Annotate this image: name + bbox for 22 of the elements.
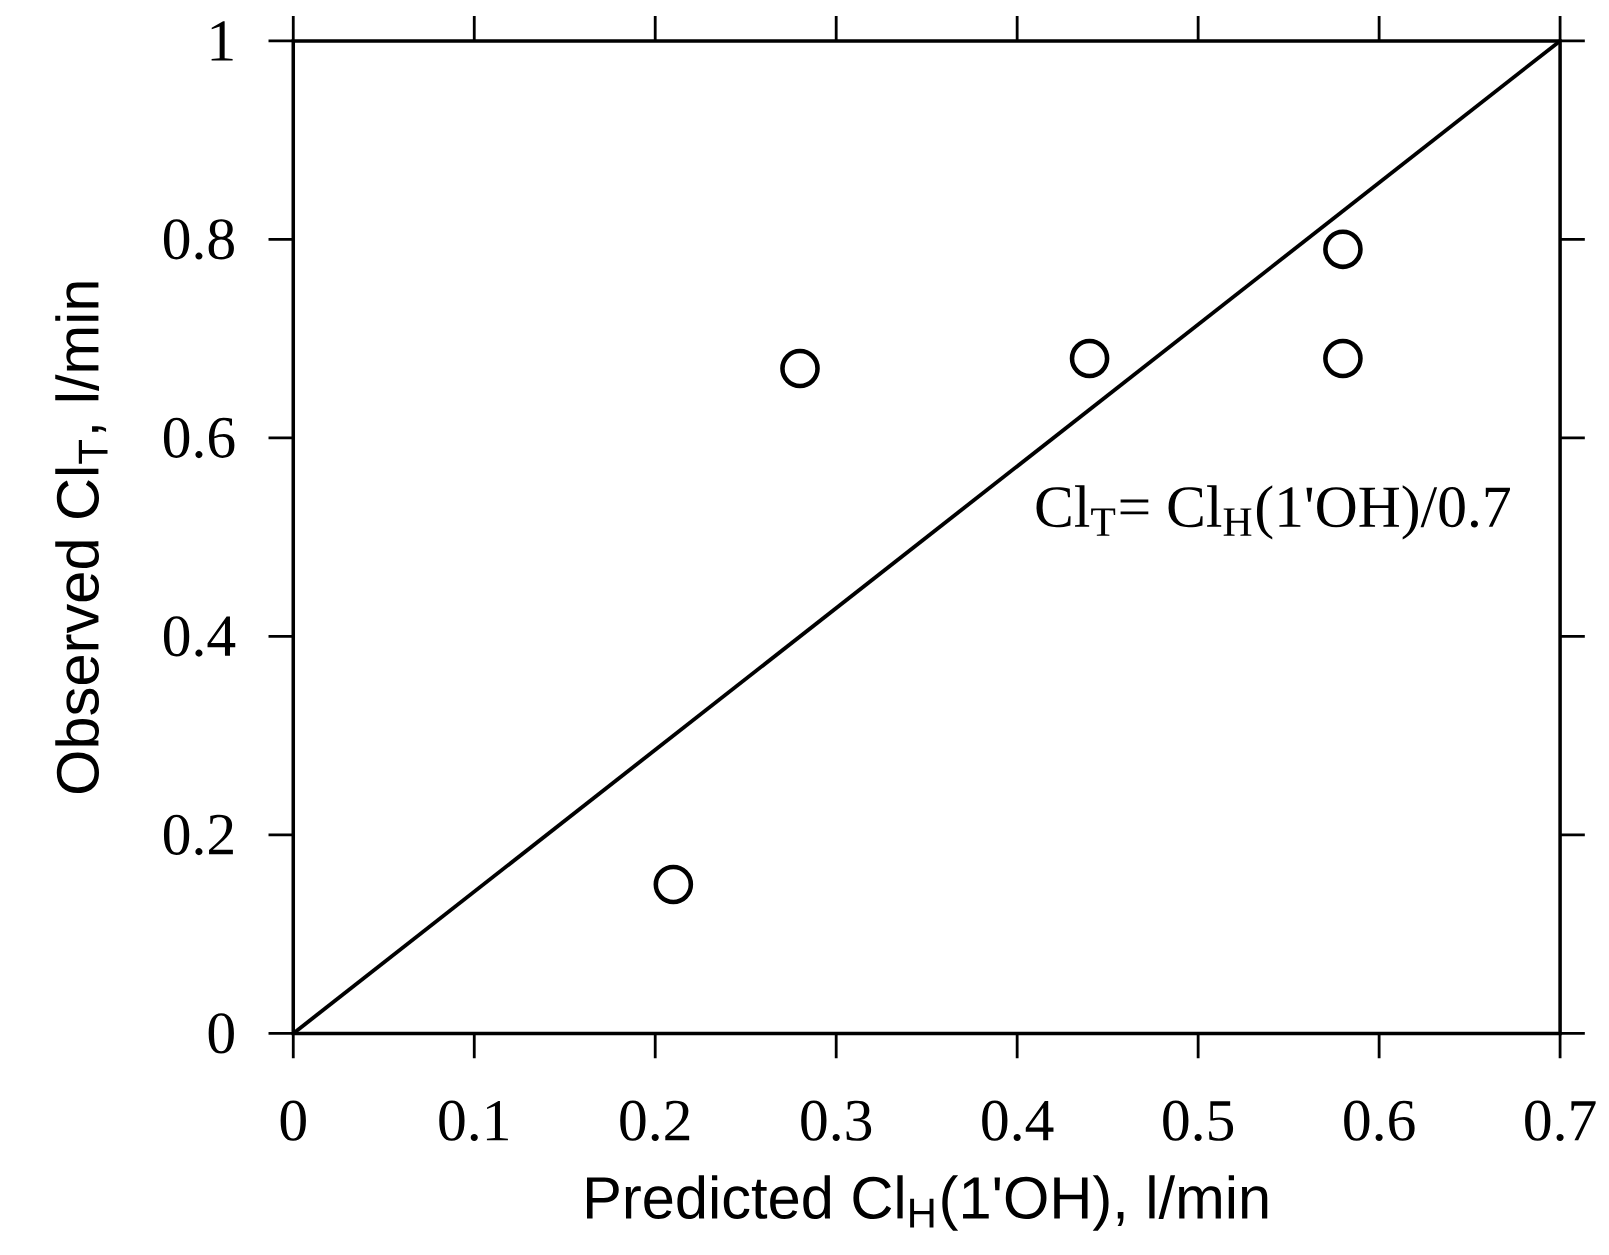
x-axis-title: Predicted Cl$_{H}$(1'OH), l/min bbox=[587, 1175, 1268, 1231]
x-tick-label: 0.6 bbox=[1344, 1100, 1415, 1142]
x-tick-label: 0 bbox=[280, 1100, 306, 1141]
y-tick-label: 1 bbox=[211, 21, 233, 61]
y-tick-label: 0 bbox=[208, 1013, 234, 1054]
point bbox=[1323, 229, 1363, 270]
x-tick-label: 0.2 bbox=[620, 1100, 690, 1142]
x-tick-label: 0.4 bbox=[982, 1100, 1054, 1142]
point bbox=[780, 348, 820, 389]
point bbox=[1323, 338, 1363, 379]
annotation: Cl$_{T}$= Cl$_{H}$(1'OH)/0.7 bbox=[1036, 485, 1510, 540]
y-tick-label: 0.8 bbox=[163, 219, 234, 260]
x-tick-label: 0.7 bbox=[1525, 1100, 1596, 1142]
x-tick-label: 0.1 bbox=[439, 1100, 508, 1142]
y-tick-label: 0.4 bbox=[163, 616, 236, 657]
y-axis-title: Observed Cl$_{T}$, l/min bbox=[55, 282, 108, 794]
point bbox=[1069, 338, 1110, 379]
y-tick-label: 0.2 bbox=[163, 814, 233, 856]
x-tick-label: 0.3 bbox=[801, 1100, 872, 1142]
x-tick-label: 0.5 bbox=[1163, 1100, 1234, 1142]
y-tick-label: 0.6 bbox=[163, 417, 235, 459]
point bbox=[653, 864, 694, 905]
